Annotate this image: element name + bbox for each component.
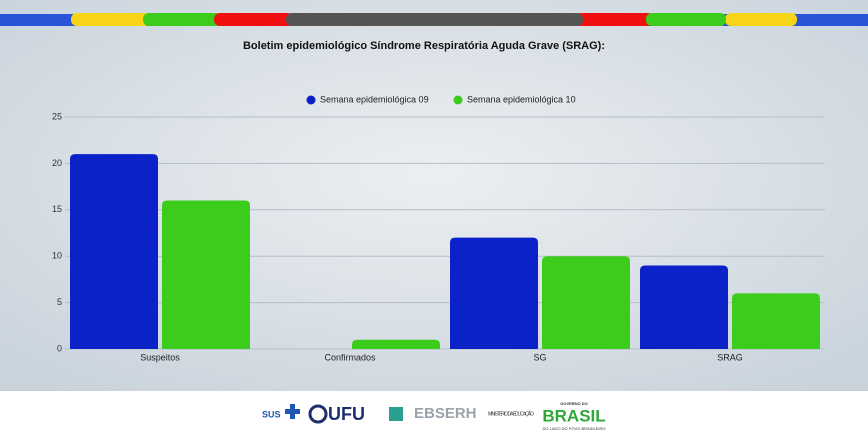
y-tick-label: 25 [52,111,62,121]
x-tick-label: Confirmados [324,352,376,362]
bar [640,265,728,349]
bar [162,200,250,349]
y-tick-label: 0 [57,343,62,353]
y-tick-label: 10 [52,251,62,261]
ministerio-logo: MINISTÉRIO DA EDUCAÇÃO [488,410,534,417]
y-tick-label: 15 [52,204,62,214]
governo-text: GOVERNO DO [560,401,588,406]
y-tick-label: 5 [57,297,62,307]
brasil-logo: BRASIL [542,406,605,425]
chart-title: Boletim epidemiológico Síndrome Respirat… [243,40,605,52]
x-tick-label: SG [533,352,546,362]
x-tick-label: Suspeitos [140,352,180,362]
y-tick-label: 20 [52,158,62,168]
top-stripe [0,13,868,26]
bar [450,237,538,349]
footer: SUS UFU EBSERH MINISTÉRIO DA EDUCAÇÃO GO… [262,401,606,431]
sus-logo: SUS [262,409,281,419]
legend-label: Semana epidemiológica 10 [467,94,576,104]
bar [352,339,440,349]
ebserh-logo: EBSERH [414,405,477,422]
bar [542,256,630,349]
bar [732,293,820,349]
bar [70,154,158,349]
x-tick-label: SRAG [717,352,743,362]
legend-label: Semana epidemiológica 09 [320,94,429,104]
slogan-text: DO LADO DO POVO BRASILEIRO [543,426,606,431]
ufu-logo: UFU [328,404,365,424]
legend-marker [306,95,316,105]
legend-marker [453,95,463,105]
